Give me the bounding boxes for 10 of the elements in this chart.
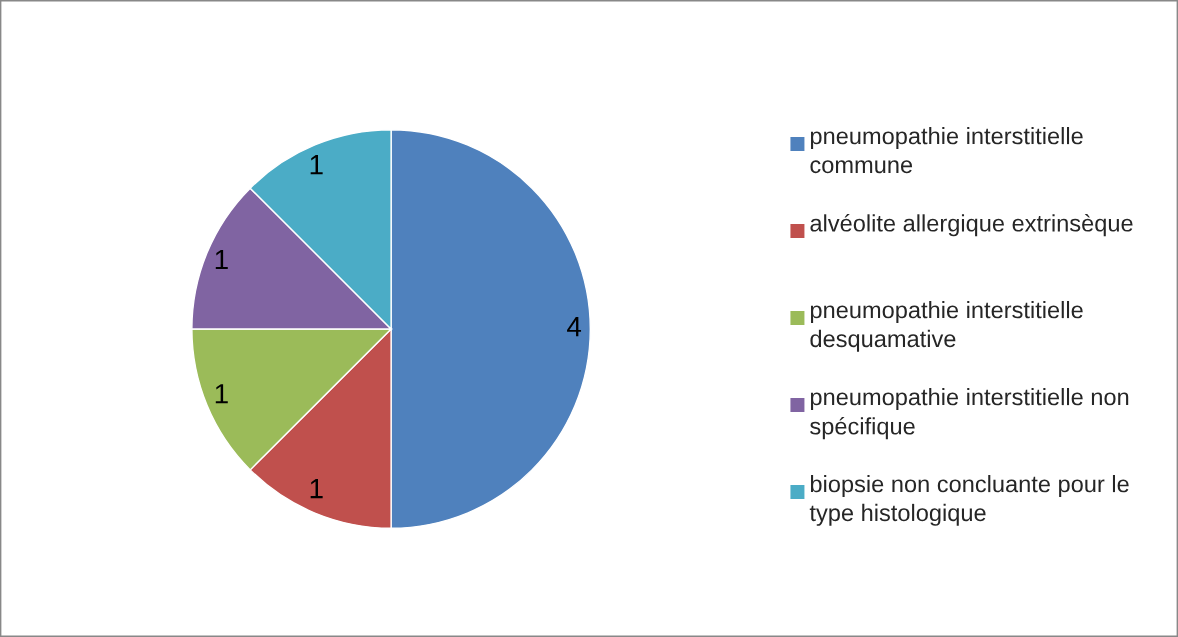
legend-label: pneumopathie interstitielle commune xyxy=(810,127,1083,174)
legend-label: biopsie non concluante pour le type histologique xyxy=(809,475,1129,526)
data-label: 4 xyxy=(567,317,582,337)
legend-label: pneumopathie interstitielle desquamative xyxy=(810,301,1083,352)
data-label: 1 xyxy=(310,155,323,175)
legend-label: alvéolite allergique extrinsèque xyxy=(810,214,1133,237)
legend-label: pneumopathie interstitielle non spécifique xyxy=(810,388,1129,440)
data-label: 1 xyxy=(215,384,228,404)
data-label: 1 xyxy=(215,249,228,270)
data-label: 1 xyxy=(310,479,323,499)
